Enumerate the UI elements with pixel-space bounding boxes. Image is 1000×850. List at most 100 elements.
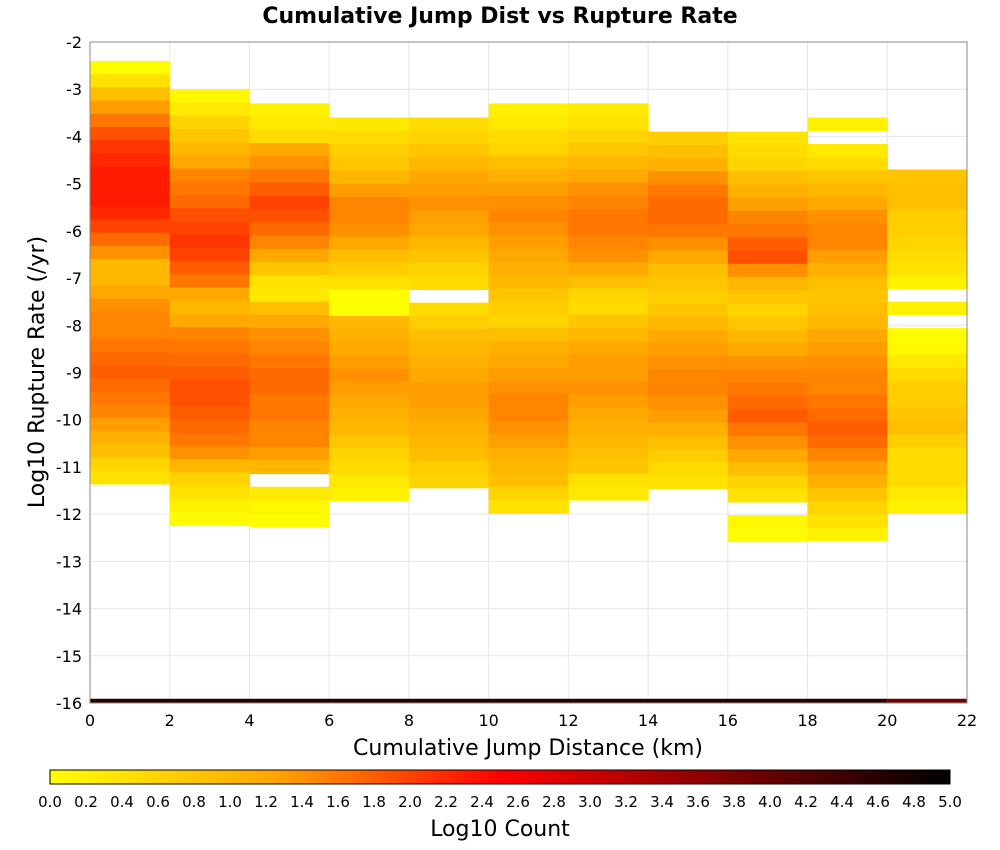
heatmap-cell <box>169 327 251 341</box>
heatmap-cell <box>807 262 888 277</box>
plot-area-border <box>89 41 968 704</box>
colorbar-title: Log10 Count <box>430 817 570 842</box>
heatmap-cell <box>807 302 888 317</box>
heatmap-cell <box>169 194 251 209</box>
heatmap-cell <box>90 166 171 181</box>
heatmap-cell <box>727 462 809 477</box>
heatmap-cell <box>249 169 330 184</box>
heatmap-cell <box>408 302 490 317</box>
heatmap-cell <box>727 343 809 358</box>
heatmap-cell <box>807 315 888 330</box>
heatmap-cell <box>90 431 171 445</box>
heatmap-cell <box>169 340 251 355</box>
heatmap-cell <box>169 155 251 170</box>
heatmap-cell <box>568 156 649 171</box>
heatmap-cell <box>807 487 888 502</box>
heatmap-cell <box>887 341 968 356</box>
heatmap-cell <box>169 221 251 236</box>
colorbar-tick-label: 2.2 <box>434 793 458 811</box>
colorbar-tick-label: 2.4 <box>470 793 494 811</box>
heatmap-cell <box>648 303 729 318</box>
heatmap-cell <box>727 435 809 450</box>
heatmap-cell <box>488 275 569 290</box>
heatmap-cell <box>807 448 888 462</box>
heatmap-cell <box>727 131 809 146</box>
heatmap-cell <box>408 315 490 330</box>
heatmap-cell <box>90 193 171 207</box>
heatmap-cell <box>887 301 968 316</box>
heatmap-cell <box>568 354 649 369</box>
heatmap-cell <box>568 394 649 409</box>
heatmap-cell <box>727 237 809 252</box>
heatmap-cell <box>249 367 330 382</box>
heatmap-cell <box>329 355 410 370</box>
y-tick-label: -13 <box>56 552 82 571</box>
heatmap-cell <box>169 115 251 130</box>
heatmap-cell <box>887 407 968 422</box>
colorbar-tick-label: 5.0 <box>938 793 962 811</box>
heatmap-cell <box>329 329 410 343</box>
heatmap-cell <box>408 368 490 383</box>
heatmap-cell <box>568 103 649 118</box>
y-tick-labels: -2 -3 -4 -5 -6 -7 -8 -9 -10 -11 -12 -13 -14 -15 -16 <box>56 33 82 713</box>
heatmap-cell <box>807 236 888 251</box>
heatmap-cell <box>568 447 649 461</box>
heatmap-cell <box>90 272 171 287</box>
x-tick-label: 6 <box>324 711 334 730</box>
heatmap-cell <box>727 422 809 437</box>
heatmap-cell <box>169 419 251 434</box>
heatmap-cell <box>169 142 251 156</box>
heatmap-cell <box>648 475 729 490</box>
heatmap-cell <box>568 420 649 435</box>
heatmap-cell <box>807 500 888 515</box>
heatmap-cell <box>249 209 330 223</box>
heatmap-cell <box>488 288 569 303</box>
heatmap-cell <box>568 143 649 157</box>
heatmap-cell <box>648 184 729 199</box>
y-tick-label: -11 <box>56 458 82 477</box>
heatmap-cell <box>329 223 410 238</box>
heatmap-cell <box>329 315 410 330</box>
y-tick-label: -12 <box>56 505 82 524</box>
heatmap-cell <box>488 235 569 250</box>
heatmap-cell <box>90 378 171 392</box>
heatmap-cell <box>488 314 569 329</box>
heatmap-cell <box>408 448 490 462</box>
heatmap-cell <box>887 367 968 382</box>
heatmap-cell <box>727 369 809 384</box>
heatmap-cell <box>727 488 809 503</box>
heatmap-cell <box>488 209 569 223</box>
heatmap-cell <box>90 60 171 75</box>
heatmap-cell <box>249 407 330 422</box>
heatmap-cell <box>169 472 251 487</box>
heatmap-cell <box>568 433 649 448</box>
heatmap-cell <box>249 182 330 197</box>
heatmap-cell <box>329 474 410 489</box>
heatmap-cell <box>727 448 809 463</box>
heatmap-cell <box>408 249 490 264</box>
heatmap-cell <box>648 462 729 477</box>
heatmap-cell <box>329 143 410 158</box>
heatmap-cell <box>488 195 569 210</box>
heatmap-cell <box>249 394 330 409</box>
heatmap-cell <box>727 171 809 186</box>
heatmap-cell <box>488 394 569 409</box>
heatmap-cell <box>90 325 171 340</box>
heatmap-cell <box>488 433 569 448</box>
heatmap-cell <box>90 417 171 432</box>
heatmap-cell <box>249 103 330 118</box>
colorbar-tick-label: 4.8 <box>902 793 926 811</box>
heatmap-cell <box>169 366 251 381</box>
heatmap-cell <box>648 263 729 278</box>
heatmap-cell <box>727 158 809 172</box>
heatmap-cell <box>887 248 968 263</box>
heatmap-cell <box>807 527 888 542</box>
heatmap-cell <box>488 420 569 435</box>
heatmap-cell <box>408 395 490 409</box>
heatmap-cell <box>887 354 968 369</box>
heatmap-cell <box>329 342 410 357</box>
heatmap-cell <box>408 262 490 277</box>
heatmap-cell <box>169 102 251 117</box>
heatmap-cell <box>90 87 171 102</box>
